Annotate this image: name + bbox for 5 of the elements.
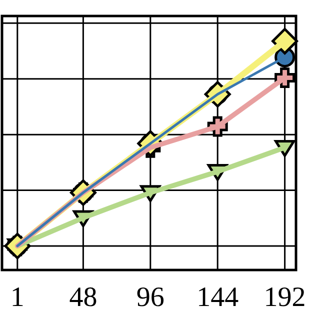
- x-tick-label: 96: [136, 282, 164, 313]
- x-tick-label: 144: [196, 282, 239, 313]
- x-tick-label: 1: [10, 282, 24, 313]
- x-tick-label: 192: [264, 282, 306, 313]
- x-tick-label: 48: [69, 282, 98, 313]
